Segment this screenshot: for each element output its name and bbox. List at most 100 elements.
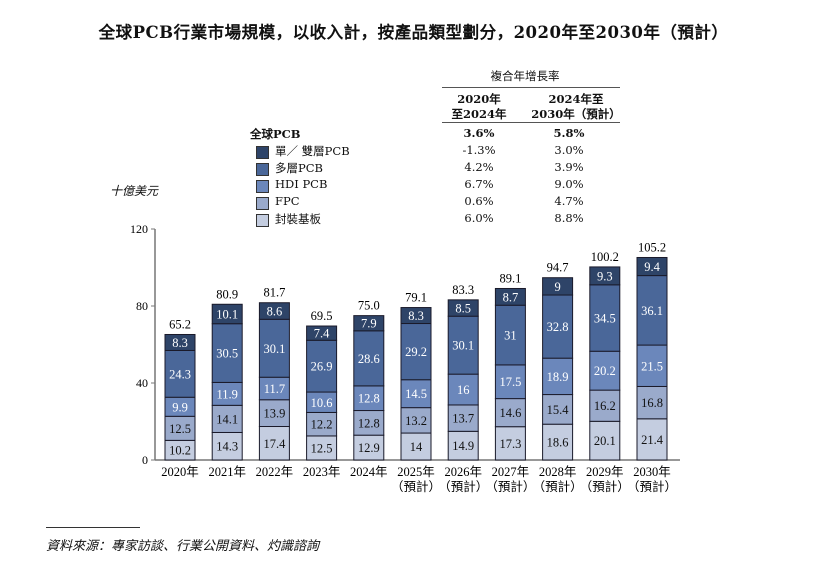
data-label: 20.2 [594,364,616,378]
legend-swatch [256,146,269,159]
data-label: 30.1 [452,339,474,353]
cagr-col1-line1: 2020年 [457,92,501,106]
total-label: 65.2 [169,317,191,331]
legend-label: FPC [275,194,300,208]
x-tick-label: 2028年 [539,465,577,479]
data-label: 18.6 [547,436,569,450]
bar-segment [636,344,668,387]
bar-segment [636,385,668,420]
bar-segment [306,325,338,341]
bar-segment [400,379,432,409]
cagr-col1-line2: 至2024年 [451,107,507,121]
x-tick-label: 2024年 [350,465,388,479]
data-label: 14.1 [216,412,238,426]
bar-segment [494,364,526,400]
legend-label: 多層PCB [275,161,323,175]
data-label: 8.3 [172,336,188,350]
bar-segment [211,323,243,383]
data-label: 12.5 [169,422,191,436]
legend-swatch [256,214,269,227]
bar-segment [494,287,526,306]
source-divider [46,527,140,528]
x-tick-label: 2021年 [208,465,246,479]
bar-segment [636,256,668,277]
data-label: 12.5 [311,441,333,455]
data-label: 13.2 [405,414,427,428]
data-label: 18.9 [547,370,569,384]
divider [442,122,620,123]
bar-segment [494,426,526,461]
data-label: 32.8 [547,320,569,334]
legend-label: 單／ 雙層PCB [275,144,350,158]
cagr-value-2020-2024: 6.0% [464,211,494,225]
legend-swatch [256,163,269,176]
bar-segment [589,266,621,286]
total-label: 79.1 [405,291,427,305]
bar-segment [589,284,621,352]
y-tick-label: 80 [136,299,148,313]
data-label: 10.2 [169,444,191,458]
bar-segment [542,394,574,425]
bar-segment [636,418,668,461]
bar-segment [589,389,621,422]
data-label: 26.9 [311,360,333,374]
bar-segment [542,294,574,359]
bar-segment [542,423,574,461]
total-label: 83.3 [452,283,474,297]
data-label: 12.8 [358,416,380,430]
x-tick-sublabel: （預計） [485,479,535,494]
bar-segment [589,350,621,391]
bar-segment [447,404,479,432]
data-label: 7.9 [361,317,377,331]
y-axis-label: 十億美元 [110,184,159,198]
bar-segment [211,431,243,461]
bar-segment [447,299,479,317]
bar-segment [447,430,479,461]
x-tick-sublabel: （預計） [438,479,488,494]
data-label: 16.2 [594,399,616,413]
data-label: 15.4 [547,403,570,417]
data-label: 13.7 [452,412,474,426]
x-tick-sublabel: （預計） [391,479,441,494]
total-label: 75.0 [358,299,380,313]
data-label: 29.2 [405,345,427,359]
data-label: 8.3 [408,309,424,323]
data-label: 31 [504,329,517,343]
data-label: 9 [554,280,560,294]
data-label: 8.5 [455,302,471,316]
data-label: 24.3 [169,367,191,381]
data-label: 14 [410,440,423,454]
bar-segment [306,339,338,393]
data-label: 11.9 [216,387,237,401]
x-tick-label: 2022年 [256,465,294,479]
data-label: 13.9 [263,407,285,421]
total-label: 69.5 [311,309,333,323]
legend-label: 全球PCB [250,127,301,141]
x-tick-label: 2026年 [444,465,482,479]
bar-segment [636,275,668,346]
cagr-value-2024-2030: 5.8% [553,126,585,140]
cagr-value-2020-2024: 3.6% [463,126,495,140]
bar-segment [353,315,385,332]
data-label: 7.4 [314,327,330,341]
data-label: 10.6 [311,396,333,410]
bar-segment [400,323,432,381]
data-label: 10.1 [216,307,238,321]
data-label: 8.6 [267,305,283,319]
data-label: 20.1 [594,434,616,448]
bar-segment [353,410,385,436]
data-label: 14.9 [452,439,474,453]
data-label: 12.2 [311,418,333,432]
total-label: 100.2 [591,250,619,264]
x-tick-sublabel: （預計） [627,479,677,494]
data-label: 12.9 [358,441,380,455]
total-label: 105.2 [638,240,666,254]
bar-segment [164,349,196,398]
y-tick-label: 120 [130,222,148,236]
bar-segment [400,307,432,325]
chart-title: 全球PCB行業市場規模，以收入計，按產品類型劃分，2020年至2030年（預計） [98,23,729,42]
data-label: 17.5 [499,375,521,389]
bar-segment [542,357,574,396]
